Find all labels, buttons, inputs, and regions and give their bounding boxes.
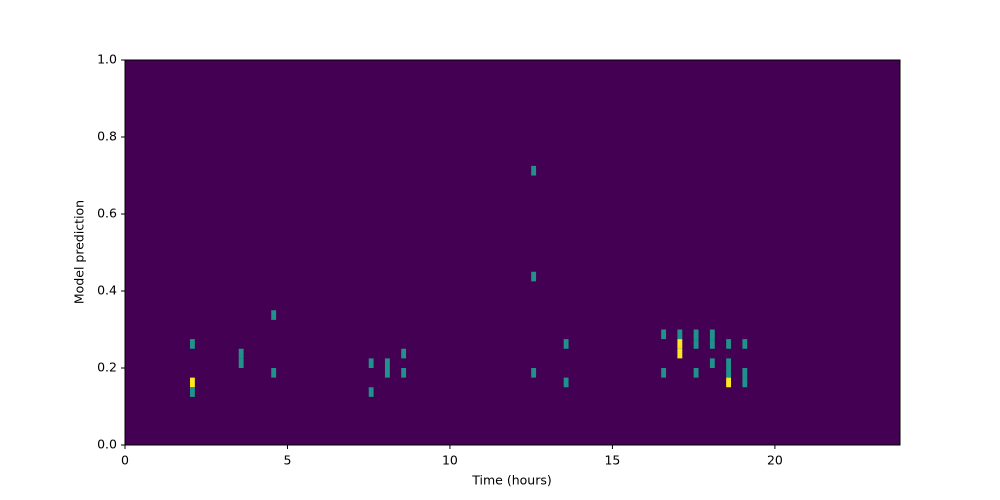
heat-cell [531, 271, 537, 282]
heat-cell [677, 339, 683, 349]
x-tick-label: 10 [442, 453, 458, 468]
heat-cell [384, 358, 390, 368]
heat-cell [189, 387, 195, 397]
heat-cell [661, 329, 667, 340]
heat-cell [709, 339, 715, 349]
heat-cell [693, 329, 699, 340]
heat-cell [709, 358, 715, 368]
heat-cell [271, 368, 277, 378]
y-tick-label: 0.4 [97, 283, 117, 298]
heat-cell [742, 377, 748, 388]
heat-cell [368, 358, 374, 368]
heat-cell [677, 329, 683, 340]
heat-cell [726, 377, 732, 388]
x-axis-label: Time (hours) [471, 473, 551, 488]
heat-cell [238, 358, 244, 368]
y-tick-label: 0.2 [97, 360, 117, 375]
heat-cell [238, 348, 244, 359]
heat-cell [384, 368, 390, 378]
heat-cell [726, 368, 732, 378]
y-tick-label: 0.0 [97, 437, 117, 452]
heat-cell [677, 348, 683, 359]
heat-cell [189, 377, 195, 388]
y-axis-label: Model prediction [72, 200, 87, 304]
heat-cell [563, 377, 569, 388]
x-tick-label: 5 [283, 453, 291, 468]
y-tick-label: 1.0 [97, 52, 117, 67]
heat-cell [693, 368, 699, 378]
y-tick-label: 0.8 [97, 129, 117, 144]
heat-cell [726, 339, 732, 349]
heat-cell [531, 165, 537, 176]
heat-cell [531, 368, 537, 378]
heat-cell [661, 368, 667, 378]
heat-cell [726, 358, 732, 368]
heat-cell [693, 339, 699, 349]
heat-cell [368, 387, 374, 397]
heat-cell [401, 368, 407, 378]
heat-cell [742, 368, 748, 378]
heat-cell [189, 339, 195, 349]
heat-cell [709, 329, 715, 340]
plot-background [125, 60, 900, 445]
heat-cell [742, 339, 748, 349]
heat-cell [563, 339, 569, 349]
heat-cell [401, 348, 407, 359]
x-tick-label: 15 [604, 453, 620, 468]
x-tick-label: 20 [767, 453, 783, 468]
y-tick-label: 0.6 [97, 206, 117, 221]
x-tick-label: 0 [121, 453, 129, 468]
heat-cell [271, 310, 277, 320]
plot-frame [124, 59, 901, 446]
